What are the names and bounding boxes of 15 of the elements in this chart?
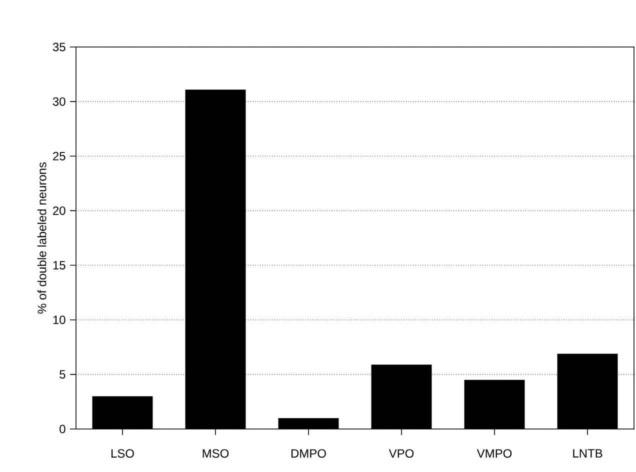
x-tick-label: DMPO [291,449,326,458]
x-tick-label: VMPO [476,449,512,458]
y-tick-label: 5 [60,370,66,379]
y-tick-label: 15 [53,261,66,270]
y-tick-label: 25 [53,152,66,160]
y-tick-label: 0 [60,424,66,434]
y-tick-label: 10 [53,316,66,324]
y-tick-label: 20 [53,206,66,215]
x-tick-label: LSO [111,449,134,458]
y-tick-label: 30 [52,97,66,106]
x-tick-label: LNTB [573,449,602,458]
y-tick-label: 35 [52,42,66,52]
y-axis-title: % of double labeled neurons [37,162,46,314]
x-tick-label: MSO [202,449,229,458]
x-tick-label: VPO [388,449,414,458]
